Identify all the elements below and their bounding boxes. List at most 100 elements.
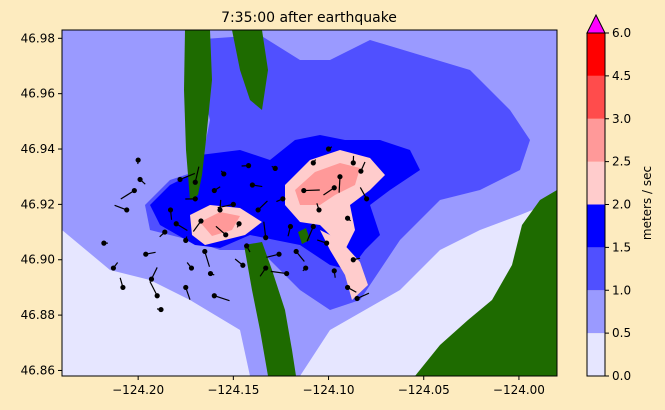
vector-head: [173, 221, 179, 227]
land-peninsula: [184, 30, 212, 200]
colorbar-tick-label: 0.0: [612, 369, 631, 383]
vector-head: [217, 207, 223, 213]
vector-head: [325, 146, 332, 152]
colorbar-segment: [587, 247, 605, 291]
velocity-vector: [194, 166, 200, 183]
colorbar-segment: [587, 204, 605, 248]
vector-head: [183, 284, 189, 291]
vector-head: [287, 223, 294, 230]
velocity-vector: [306, 226, 314, 242]
vector-head: [310, 160, 316, 166]
vector-head: [188, 265, 195, 271]
velocity-vector: [217, 203, 234, 209]
vector-head: [263, 235, 269, 241]
velocity-vector: [179, 172, 196, 181]
colorbar-extend-arrow: [586, 13, 606, 34]
colorbar-tick-label: 6.0: [612, 26, 631, 40]
vector-head: [177, 176, 183, 183]
velocity-vector: [303, 189, 320, 192]
speed-band-2-5: [295, 163, 360, 205]
speed-band-2-0-c: [320, 230, 368, 300]
y-tick-label: 46.98: [21, 31, 55, 45]
vector-head: [143, 251, 149, 257]
vector-head: [364, 196, 370, 202]
vector-head: [354, 295, 360, 302]
vector-head: [301, 187, 307, 194]
velocity-vector: [204, 251, 211, 267]
x-tick-label: −124.20: [112, 383, 164, 397]
y-tick-label: 46.86: [21, 363, 55, 377]
y-tick-label: 46.94: [21, 142, 55, 156]
vector-head: [316, 207, 322, 213]
y-axis: 46.86 46.88 46.90 46.92 46.94 46.96 46.98: [21, 31, 62, 377]
vector-head: [207, 270, 214, 277]
vector-head: [120, 284, 126, 291]
vector-head: [124, 207, 130, 213]
vector-head: [221, 171, 227, 177]
colorbar-tick-label: 4.5: [612, 69, 631, 83]
x-tick-label: −124.00: [493, 383, 545, 397]
chart-title: 7:35:00 after earthquake: [221, 10, 397, 26]
vector-head: [135, 157, 141, 163]
vector-head: [293, 248, 299, 255]
y-tick-label: 46.92: [21, 197, 55, 211]
vector-head: [211, 293, 217, 299]
vector-head: [344, 284, 351, 291]
colorbar-tick-label: 1.5: [612, 240, 631, 254]
x-axis: −124.20 −124.15 −124.10 −124.05 −124.00: [112, 376, 545, 397]
velocity-vectors: [101, 146, 370, 313]
vector-head: [263, 265, 269, 271]
vector-head: [337, 174, 343, 180]
vector-head: [344, 215, 351, 221]
land-north-shore: [232, 30, 268, 110]
vector-head: [280, 196, 286, 202]
land-east-hills: [415, 190, 557, 376]
vector-head: [137, 176, 143, 183]
vector-head: [324, 240, 330, 246]
vector-head: [245, 163, 252, 169]
colorbar-segment: [587, 118, 605, 162]
y-tick-label: 46.88: [21, 308, 55, 322]
vector-head: [331, 185, 337, 191]
vector-head: [198, 218, 204, 224]
colorbar-segment: [587, 290, 605, 334]
vector-head: [110, 265, 117, 271]
vector-head: [303, 265, 309, 271]
y-tick-label: 46.96: [21, 87, 55, 101]
vector-head: [154, 293, 160, 299]
vector-head: [148, 276, 155, 282]
speed-band-2-0: [285, 150, 385, 250]
vector-head: [255, 207, 261, 213]
vector-head: [192, 179, 198, 185]
vector-head: [236, 221, 242, 227]
colorbar-segment: [587, 33, 605, 76]
colorbar-tick-label: 3.0: [612, 112, 631, 126]
x-tick-label: −124.05: [398, 383, 450, 397]
land-spit-south: [244, 242, 296, 376]
velocity-vector: [270, 270, 287, 275]
colorbar-tick-label: 2.0: [612, 198, 631, 212]
colorbar-label: meters / sec: [640, 166, 654, 240]
vector-head: [350, 160, 356, 166]
vector-head: [240, 262, 246, 268]
plot-area: [62, 30, 557, 376]
velocity-vector: [149, 281, 158, 297]
vector-head: [249, 182, 255, 188]
colorbar-segment: [587, 75, 605, 119]
vector-head: [244, 243, 250, 249]
velocity-vector: [214, 295, 230, 302]
vector-head: [101, 240, 107, 246]
vector-head: [162, 229, 168, 235]
colorbar-tick-label: 2.5: [612, 155, 631, 169]
vector-head: [358, 168, 364, 174]
y-tick-label: 46.90: [21, 253, 55, 267]
x-tick-label: −124.10: [303, 383, 355, 397]
speed-band-2-5-b: [200, 212, 240, 236]
vector-head: [183, 237, 189, 243]
velocity-vector: [263, 221, 267, 238]
vector-head: [310, 223, 316, 230]
colorbar-tick-label: 1.0: [612, 283, 631, 297]
vector-head: [331, 268, 337, 274]
vector-head: [192, 196, 198, 202]
